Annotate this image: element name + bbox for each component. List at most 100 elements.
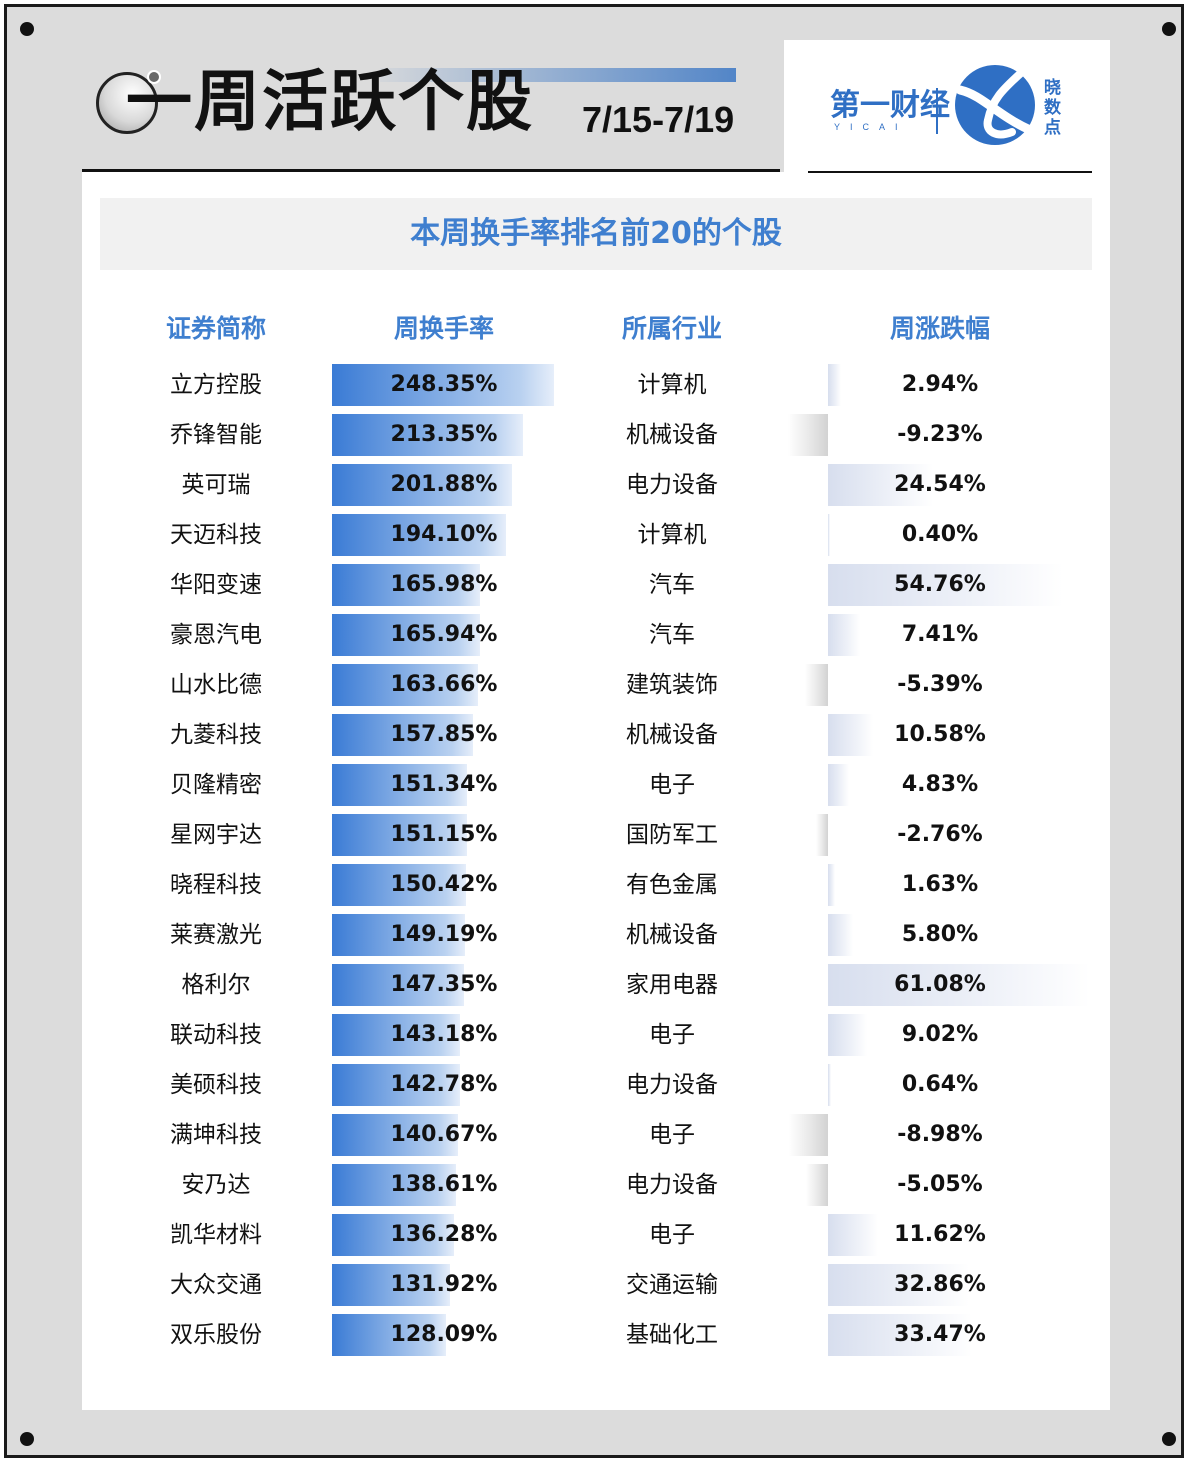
industry-label: 机械设备 bbox=[626, 722, 718, 748]
change-bar-positive bbox=[828, 964, 1090, 1006]
change-label: 4.83% bbox=[901, 772, 979, 797]
change-label: 32.86% bbox=[894, 1272, 986, 1297]
change-label: 61.08% bbox=[894, 972, 986, 997]
stock-name: 山水比德 bbox=[170, 672, 262, 698]
date-range: 7/15-7/19 bbox=[582, 99, 735, 140]
stock-name: 联动科技 bbox=[170, 1022, 262, 1048]
column-header-name: 证券简称 bbox=[165, 314, 266, 343]
turnover-label: 138.61% bbox=[390, 1172, 498, 1197]
industry-label: 机械设备 bbox=[626, 422, 718, 448]
stock-name: 九菱科技 bbox=[170, 722, 262, 748]
change-label: 0.40% bbox=[901, 522, 979, 547]
change-label: 24.54% bbox=[894, 472, 986, 497]
change-label: -8.98% bbox=[897, 1122, 983, 1147]
industry-label: 建筑装饰 bbox=[626, 672, 718, 698]
industry-label: 电力设备 bbox=[626, 1172, 718, 1198]
industry-label: 电力设备 bbox=[626, 472, 718, 498]
turnover-bar bbox=[332, 614, 481, 656]
change-bar-positive bbox=[828, 514, 830, 556]
chart-title: 本周换手率排名前20的个股 bbox=[410, 216, 782, 251]
turnover-bar bbox=[332, 664, 479, 706]
turnover-bar bbox=[332, 864, 467, 906]
turnover-bar bbox=[332, 714, 474, 756]
industry-label: 电子 bbox=[649, 1022, 695, 1048]
change-bar-positive bbox=[828, 1314, 972, 1356]
stock-name: 安乃达 bbox=[181, 1172, 251, 1198]
turnover-label: 151.34% bbox=[390, 772, 498, 797]
industry-label: 机械设备 bbox=[626, 922, 718, 948]
change-label: 9.02% bbox=[901, 1022, 979, 1047]
stock-name: 贝隆精密 bbox=[170, 772, 262, 798]
turnover-bar bbox=[332, 564, 481, 606]
turnover-label: 143.18% bbox=[390, 1022, 498, 1047]
change-bar-positive bbox=[828, 364, 841, 406]
turnover-bar bbox=[332, 764, 468, 806]
change-label: 0.64% bbox=[901, 1072, 979, 1097]
change-label: 7.41% bbox=[901, 622, 979, 647]
turnover-label: 201.88% bbox=[390, 472, 498, 497]
turnover-bar bbox=[332, 1014, 460, 1056]
turnover-label: 165.94% bbox=[390, 622, 498, 647]
turnover-bar bbox=[332, 914, 466, 956]
change-bar-negative bbox=[804, 664, 828, 706]
change-label: 54.76% bbox=[894, 572, 986, 597]
turnover-label: 140.67% bbox=[390, 1122, 498, 1147]
turnover-bar bbox=[332, 814, 468, 856]
change-bar-positive bbox=[828, 1064, 831, 1106]
corner-dot-br bbox=[1162, 1432, 1176, 1446]
column-header-turnover: 周换手率 bbox=[393, 314, 494, 343]
change-label: 10.58% bbox=[894, 722, 986, 747]
industry-label: 电子 bbox=[649, 772, 695, 798]
turnover-label: 142.78% bbox=[390, 1072, 498, 1097]
column-header-change: 周涨跌幅 bbox=[889, 314, 990, 343]
stock-name: 满坤科技 bbox=[170, 1122, 262, 1148]
change-bar-positive bbox=[828, 614, 860, 656]
stock-name: 天迈科技 bbox=[170, 522, 262, 548]
industry-label: 汽车 bbox=[649, 572, 695, 598]
change-label: -2.76% bbox=[897, 822, 983, 847]
title-ring-icon bbox=[96, 72, 158, 134]
change-bar-positive bbox=[828, 464, 934, 506]
logo-underline bbox=[808, 171, 1092, 173]
turnover-bar bbox=[332, 1264, 450, 1306]
change-bar-negative bbox=[816, 814, 828, 856]
change-label: -5.05% bbox=[897, 1172, 983, 1197]
change-bar-negative bbox=[789, 1114, 828, 1156]
brand-logo-chars: 晓数点 bbox=[1044, 78, 1061, 138]
industry-label: 电子 bbox=[649, 1222, 695, 1248]
change-label: 1.63% bbox=[901, 872, 979, 897]
title-accent-bar bbox=[380, 68, 736, 82]
title-ring-dot-icon bbox=[147, 70, 161, 84]
change-bar-positive bbox=[828, 1214, 878, 1256]
industry-label: 电子 bbox=[649, 1122, 695, 1148]
stock-name: 晓程科技 bbox=[170, 872, 262, 898]
change-label: 2.94% bbox=[901, 372, 979, 397]
change-bar-negative bbox=[788, 414, 828, 456]
turnover-label: 151.15% bbox=[390, 822, 498, 847]
change-label: 5.80% bbox=[901, 922, 979, 947]
turnover-label: 194.10% bbox=[390, 522, 498, 547]
xiaoshudian-logo-icon bbox=[955, 65, 1035, 145]
stock-name: 乔锋智能 bbox=[170, 422, 262, 448]
change-label: 11.62% bbox=[894, 1222, 986, 1247]
header-underline bbox=[82, 169, 780, 172]
stock-name: 美硕科技 bbox=[170, 1072, 262, 1098]
turnover-label: 248.35% bbox=[390, 372, 498, 397]
turnover-bar bbox=[332, 364, 554, 406]
stock-name: 大众交通 bbox=[170, 1272, 262, 1298]
change-bar-positive bbox=[828, 864, 835, 906]
turnover-label: 163.66% bbox=[390, 672, 498, 697]
turnover-bar bbox=[332, 514, 506, 556]
change-bar-positive bbox=[828, 914, 853, 956]
change-bar-positive bbox=[828, 564, 1063, 606]
industry-label: 交通运输 bbox=[626, 1272, 718, 1298]
turnover-label: 136.28% bbox=[390, 1222, 498, 1247]
stock-name: 莱赛激光 bbox=[170, 922, 262, 948]
turnover-bar bbox=[332, 464, 513, 506]
industry-label: 计算机 bbox=[637, 522, 707, 548]
stock-name: 英可瑞 bbox=[181, 472, 251, 498]
change-label: -5.39% bbox=[897, 672, 983, 697]
industry-label: 汽车 bbox=[649, 622, 695, 648]
turnover-bar bbox=[332, 1214, 454, 1256]
turnover-label: 165.98% bbox=[390, 572, 498, 597]
